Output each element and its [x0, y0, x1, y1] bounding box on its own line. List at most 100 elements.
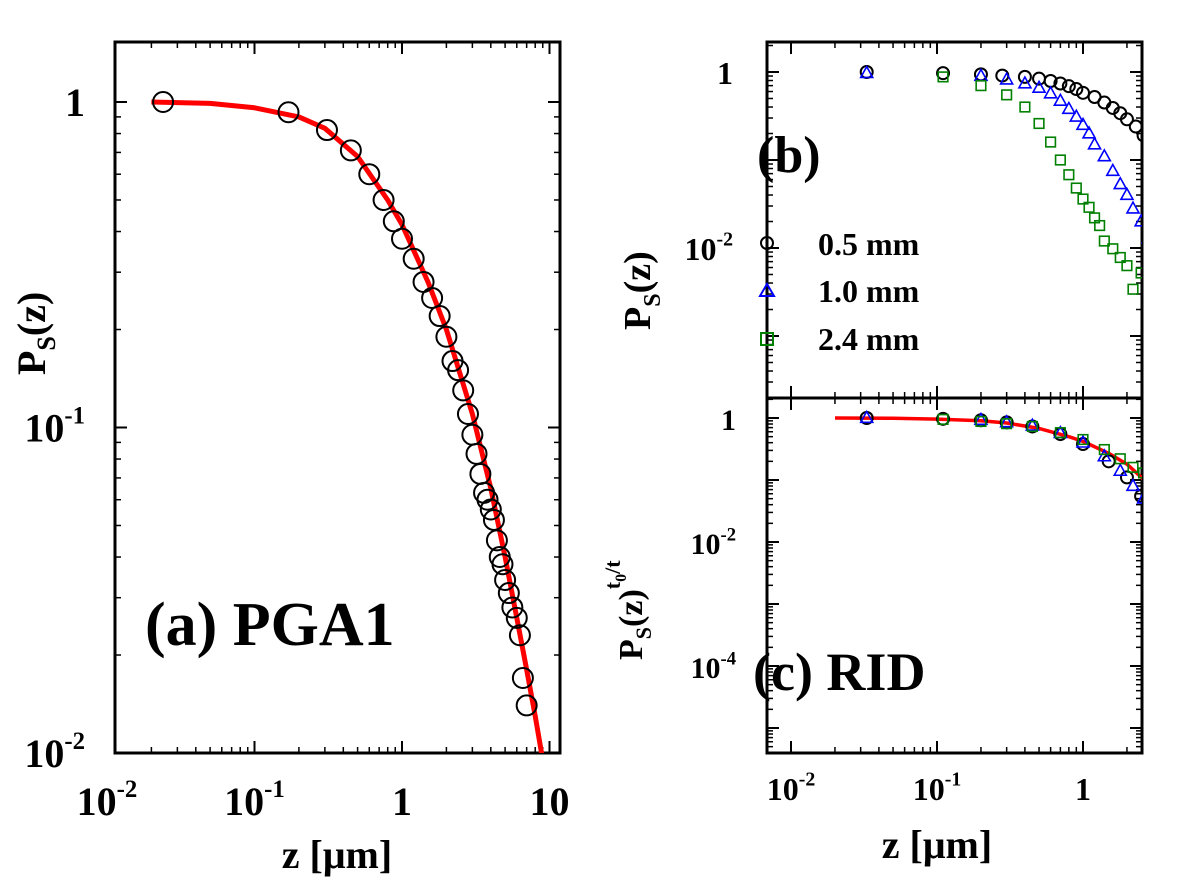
- panel-b-point-2_4mm: [1033, 117, 1045, 130]
- panel-c-point-2_4mm: [1166, 479, 1176, 489]
- panel-c-point-2_4mm: [1077, 433, 1089, 446]
- panel-b-point-0_5mm: [1119, 112, 1134, 127]
- panel-b-point-2_4mm: [937, 71, 949, 83]
- panel-b-point-1_0mm: [1133, 213, 1142, 227]
- panel-a-point-PGA1data: [428, 305, 451, 328]
- panel-c-point-2_4mm: [1114, 453, 1126, 465]
- panel-c-point-0_5mm: [1134, 489, 1142, 504]
- panel-a-point-PGA1data: [511, 666, 534, 689]
- panel-a-ylabel: PS(z): [9, 292, 61, 375]
- panel-b-point-1_0mm: [859, 65, 875, 79]
- panel-b-point-1_0mm: [1068, 108, 1084, 122]
- panel-a-xlabel: z [μm]: [282, 832, 392, 877]
- panel-c-point-1_0mm: [1096, 448, 1112, 462]
- panel-c-point-1_0mm: [1147, 506, 1159, 517]
- panel-c-point-2_4mm: [1127, 461, 1139, 473]
- panel-b-point-1_0mm: [1075, 116, 1091, 131]
- panel-c-point-1_0mm: [1156, 523, 1168, 534]
- legend: 0.5 mm 1.0 mm 2.4 mm: [758, 226, 920, 357]
- legend-marker-2.4mm: [760, 332, 774, 346]
- panel-b-point-0_5mm: [1147, 136, 1159, 148]
- panel-c-point-2_4mm: [1026, 420, 1038, 433]
- legend-label-2.4mm: 2.4 mm: [818, 321, 920, 357]
- panel-c-x-tick-label: 10-1: [913, 769, 962, 807]
- panel-b-point-1_0mm: [1119, 186, 1135, 201]
- panel-a-point-PGA1data: [339, 139, 362, 162]
- panel-b-point-2_4mm: [1135, 267, 1142, 279]
- panel-c-point-1_0mm: [859, 409, 875, 424]
- panel-c-point-1_0mm: [973, 411, 989, 426]
- panel-c-frame: [765, 396, 1144, 755]
- panel-a-point-PGA1data: [456, 403, 479, 426]
- panel-b-point-0_5mm: [1174, 175, 1181, 187]
- panel-c-point-2_4mm: [1158, 477, 1168, 487]
- panel-b-point-2_4mm: [1001, 89, 1013, 101]
- panel-a-markers: [152, 91, 538, 717]
- panel-b-point-0_5mm: [1168, 166, 1180, 178]
- panel-b-point-1_0mm: [1176, 245, 1181, 256]
- panel-a-point-PGA1data: [447, 359, 470, 382]
- panel-c-markers: [859, 409, 1181, 551]
- panel-c-point-1_0mm: [999, 414, 1015, 428]
- svg-text:PS(z): PS(z): [9, 292, 61, 375]
- panel-b-label: (b): [757, 127, 821, 184]
- panel-c-point-1_0mm: [1165, 533, 1177, 544]
- panel-b-point-1_0mm: [999, 71, 1015, 85]
- panel-b-point-0_5mm: [1155, 147, 1167, 159]
- panel-a-point-PGA1data: [476, 488, 499, 511]
- legend-label-0.5mm: 0.5 mm: [818, 226, 920, 262]
- panel-a-point-PGA1data: [315, 119, 338, 142]
- panel-c-point-2_4mm: [1137, 467, 1142, 479]
- panel-c-point-1_0mm: [1112, 462, 1128, 477]
- panel-b-point-0_5mm: [1136, 128, 1142, 143]
- panel-a-point-PGA1data: [505, 606, 528, 629]
- panel-b-point-0_5mm: [1162, 156, 1174, 168]
- panel-b-point-1_0mm: [1096, 148, 1112, 162]
- panel-b-point-1_0mm: [1031, 79, 1047, 94]
- panel-b-point-2_4mm: [975, 80, 987, 92]
- panel-c-point-2_4mm: [1174, 482, 1181, 492]
- panel-c-x-tick-label: 1: [1075, 771, 1091, 807]
- panel-b-point-2_4mm: [1070, 182, 1082, 194]
- panel-b-point-2_4mm: [1121, 260, 1133, 272]
- panel-a-point-PGA1data: [391, 227, 413, 250]
- svg-text:PS(z)t0/t: PS(z)t0/t: [600, 560, 656, 660]
- panel-a-label: (a) PGA1: [145, 591, 395, 659]
- panel-c-point-1_0mm: [1125, 477, 1141, 492]
- panel-a-point-PGA1data: [372, 188, 395, 211]
- panel-a-y-tick-label: 1: [65, 80, 85, 125]
- panel-c-point-2_4mm: [1054, 427, 1066, 439]
- panel-a-frame: [113, 40, 562, 755]
- panel-b-point-1_0mm: [1147, 242, 1159, 253]
- panel-a-x-tick-label: 1: [392, 779, 412, 824]
- panel-a-point-PGA1data: [421, 286, 444, 309]
- panel-a-point-PGA1data: [402, 247, 425, 270]
- panel-a-x-tick-label: 10: [530, 779, 570, 824]
- panel-b-point-1_0mm: [1105, 162, 1121, 177]
- panel-b-point-1_0mm: [1140, 241, 1142, 244]
- panel-c-y-tick-label: 10-2: [691, 525, 737, 562]
- panel-b-point-1_0mm: [1158, 253, 1170, 264]
- panel-b-point-1_0mm: [1087, 136, 1102, 150]
- panel-a-point-PGA1data: [382, 210, 405, 233]
- panel-c-label: (c) RID: [753, 642, 925, 702]
- panel-b-point-1_0mm: [1061, 100, 1077, 115]
- panel-a-fit-curve: [151, 99, 545, 753]
- panel-b-point-2_4mm: [1083, 201, 1095, 213]
- panel-c-point-0_5mm: [1165, 539, 1177, 551]
- panel-b-point-2_4mm: [1094, 219, 1106, 232]
- panel-b-point-1_0mm: [1153, 248, 1165, 259]
- panel-c-point-1_0mm: [1075, 434, 1091, 448]
- panel-b-point-2_4mm: [1054, 154, 1066, 166]
- panel-b-point-1_0mm: [1112, 176, 1128, 190]
- panel-c-point-2_4mm: [937, 413, 949, 425]
- panel-a-point-PGA1data: [515, 694, 538, 717]
- panel-b-point-2_4mm: [1045, 136, 1057, 148]
- panel-c-point-1_0mm: [1025, 417, 1040, 431]
- panel-a-point-PGA1data: [508, 624, 531, 647]
- panel-b-y-tick-label: 1: [717, 55, 733, 91]
- panel-b-point-2_4mm: [1114, 251, 1126, 264]
- panel-c-point-0_5mm: [1156, 523, 1168, 535]
- panel-c-point-0_5mm: [1147, 508, 1159, 520]
